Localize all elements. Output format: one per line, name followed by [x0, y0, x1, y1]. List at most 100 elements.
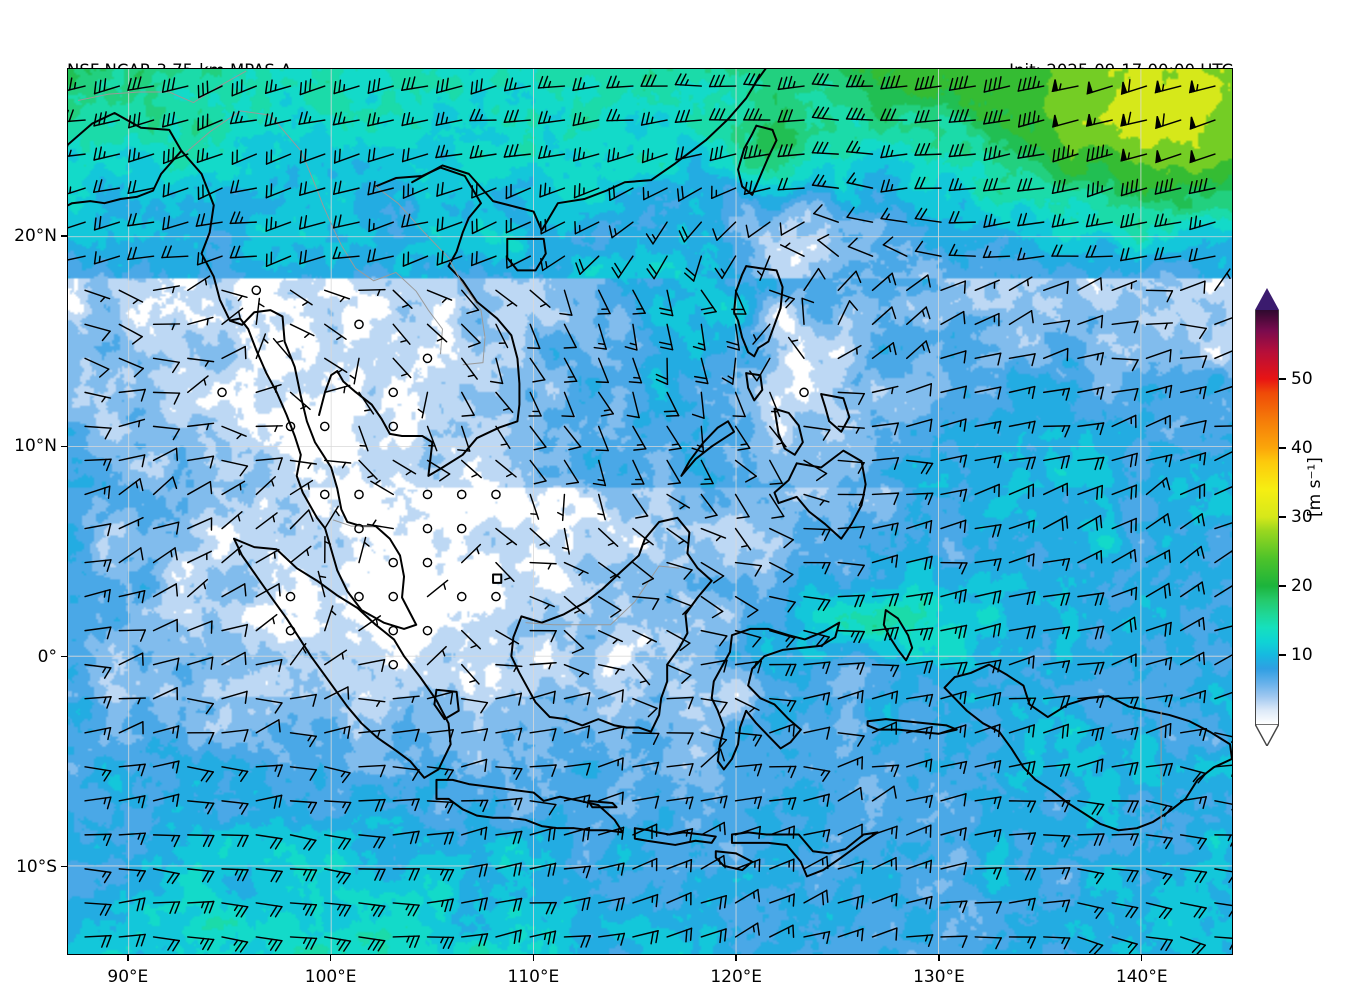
- wind-barb: [470, 78, 497, 95]
- wind-barb: [1077, 592, 1105, 606]
- wind-barb: [230, 179, 258, 194]
- wind-barb: [811, 106, 840, 121]
- wind-barb: [264, 112, 292, 127]
- wind-barb: [1145, 513, 1171, 530]
- wind-barb: [974, 455, 1002, 469]
- wind-barb: [1111, 653, 1137, 667]
- wind-barb: [1077, 758, 1104, 774]
- wind-barb: [152, 547, 178, 564]
- wind-barb: [1008, 760, 1036, 775]
- wind-barb: [1042, 482, 1069, 497]
- wind-barb: [743, 180, 771, 195]
- wind-barb: [837, 860, 864, 875]
- border-laos-viet: [375, 186, 486, 366]
- colorbar[interactable]: [1255, 288, 1279, 746]
- wind-barb: [118, 478, 144, 496]
- wind-barb: [1154, 213, 1182, 228]
- wind-barb: [871, 342, 897, 360]
- wind-barb: [1214, 425, 1232, 428]
- wind-barb: [457, 425, 471, 452]
- wind-barb: [837, 629, 865, 644]
- wind-barb: [837, 928, 864, 942]
- wind-barb: [460, 323, 481, 348]
- calm-circle: [422, 353, 433, 364]
- wind-barb: [700, 795, 728, 809]
- wind-barb: [118, 516, 144, 530]
- wind-barb: [529, 289, 551, 308]
- wind-barb: [495, 323, 509, 349]
- map-plot-area[interactable]: [67, 68, 1233, 955]
- wind-barb: [734, 660, 763, 674]
- wind-barb: [460, 799, 489, 813]
- wind-barb: [871, 690, 899, 704]
- colorbar-tick-label: 30: [1291, 507, 1313, 527]
- wind-barb: [1214, 522, 1232, 530]
- wind-barb: [974, 623, 1002, 638]
- wind-barb: [128, 147, 155, 163]
- wind-barb: [187, 480, 213, 496]
- wind-barb: [563, 725, 591, 739]
- wind-barb: [255, 868, 283, 883]
- wind-barb: [118, 721, 144, 735]
- wind-barb: [392, 728, 420, 742]
- coastline-sulawesi: [710, 621, 841, 771]
- wind-barb: [1179, 651, 1206, 666]
- wind-barb: [769, 493, 785, 519]
- wind-barb: [84, 833, 112, 847]
- wind-barb: [803, 793, 830, 807]
- wind-barb: [529, 901, 557, 915]
- wind-barb: [1008, 519, 1035, 534]
- wind-barb: [470, 250, 497, 267]
- wind-barb: [289, 391, 311, 411]
- wind-barb: [460, 357, 478, 380]
- wind-barb: [593, 323, 607, 350]
- wind-barb: [906, 934, 934, 947]
- wind-barb: [401, 76, 429, 91]
- wind-barb: [1214, 486, 1232, 496]
- wind-barb: [495, 527, 518, 546]
- wind-barb: [880, 207, 908, 223]
- wind-barb: [68, 109, 86, 123]
- wind-barb: [1051, 244, 1079, 257]
- x-tick: [938, 955, 940, 961]
- wind-barb: [128, 112, 155, 129]
- wind-barb: [187, 834, 215, 848]
- wind-barb: [324, 289, 351, 303]
- wind-barb: [1017, 110, 1045, 128]
- wind-barb: [358, 936, 386, 952]
- wind-barb: [255, 719, 281, 734]
- colorbar-tick: [1279, 654, 1286, 656]
- wind-barb: [436, 250, 463, 266]
- wind-barb: [769, 391, 781, 418]
- wind-barb: [1077, 695, 1105, 709]
- wind-barb: [1145, 477, 1171, 496]
- wind-barb: [608, 221, 634, 239]
- x-axis-label: 100°E: [304, 967, 357, 987]
- coastline-luzon: [733, 265, 784, 358]
- wind-barb: [1042, 515, 1069, 532]
- wind-barb: [402, 183, 429, 199]
- wind-barb: [1120, 111, 1148, 127]
- wind-barb: [803, 855, 829, 870]
- wind-barb: [940, 488, 968, 502]
- wind-barb: [358, 288, 386, 297]
- wind-barb: [1008, 553, 1035, 567]
- wind-barb: [358, 764, 386, 778]
- wind-barb: [1042, 319, 1071, 333]
- wind-barb: [597, 689, 624, 703]
- y-axis-label: 10°N: [14, 436, 57, 457]
- calm-circle: [422, 523, 433, 534]
- wind-barb: [529, 425, 547, 451]
- wind-barb: [777, 143, 805, 158]
- wind-barb: [700, 629, 728, 647]
- wind-barb: [1042, 557, 1071, 571]
- wind-barb: [731, 289, 747, 315]
- wind-barb: [1179, 617, 1206, 632]
- wind-barb: [84, 796, 112, 810]
- wind-barb: [426, 289, 453, 303]
- wind-barb: [1145, 834, 1173, 850]
- wind-barb: [1111, 696, 1139, 710]
- wind-barb: [1145, 621, 1172, 637]
- wind-barb: [1017, 247, 1045, 261]
- calm-circle: [388, 659, 399, 670]
